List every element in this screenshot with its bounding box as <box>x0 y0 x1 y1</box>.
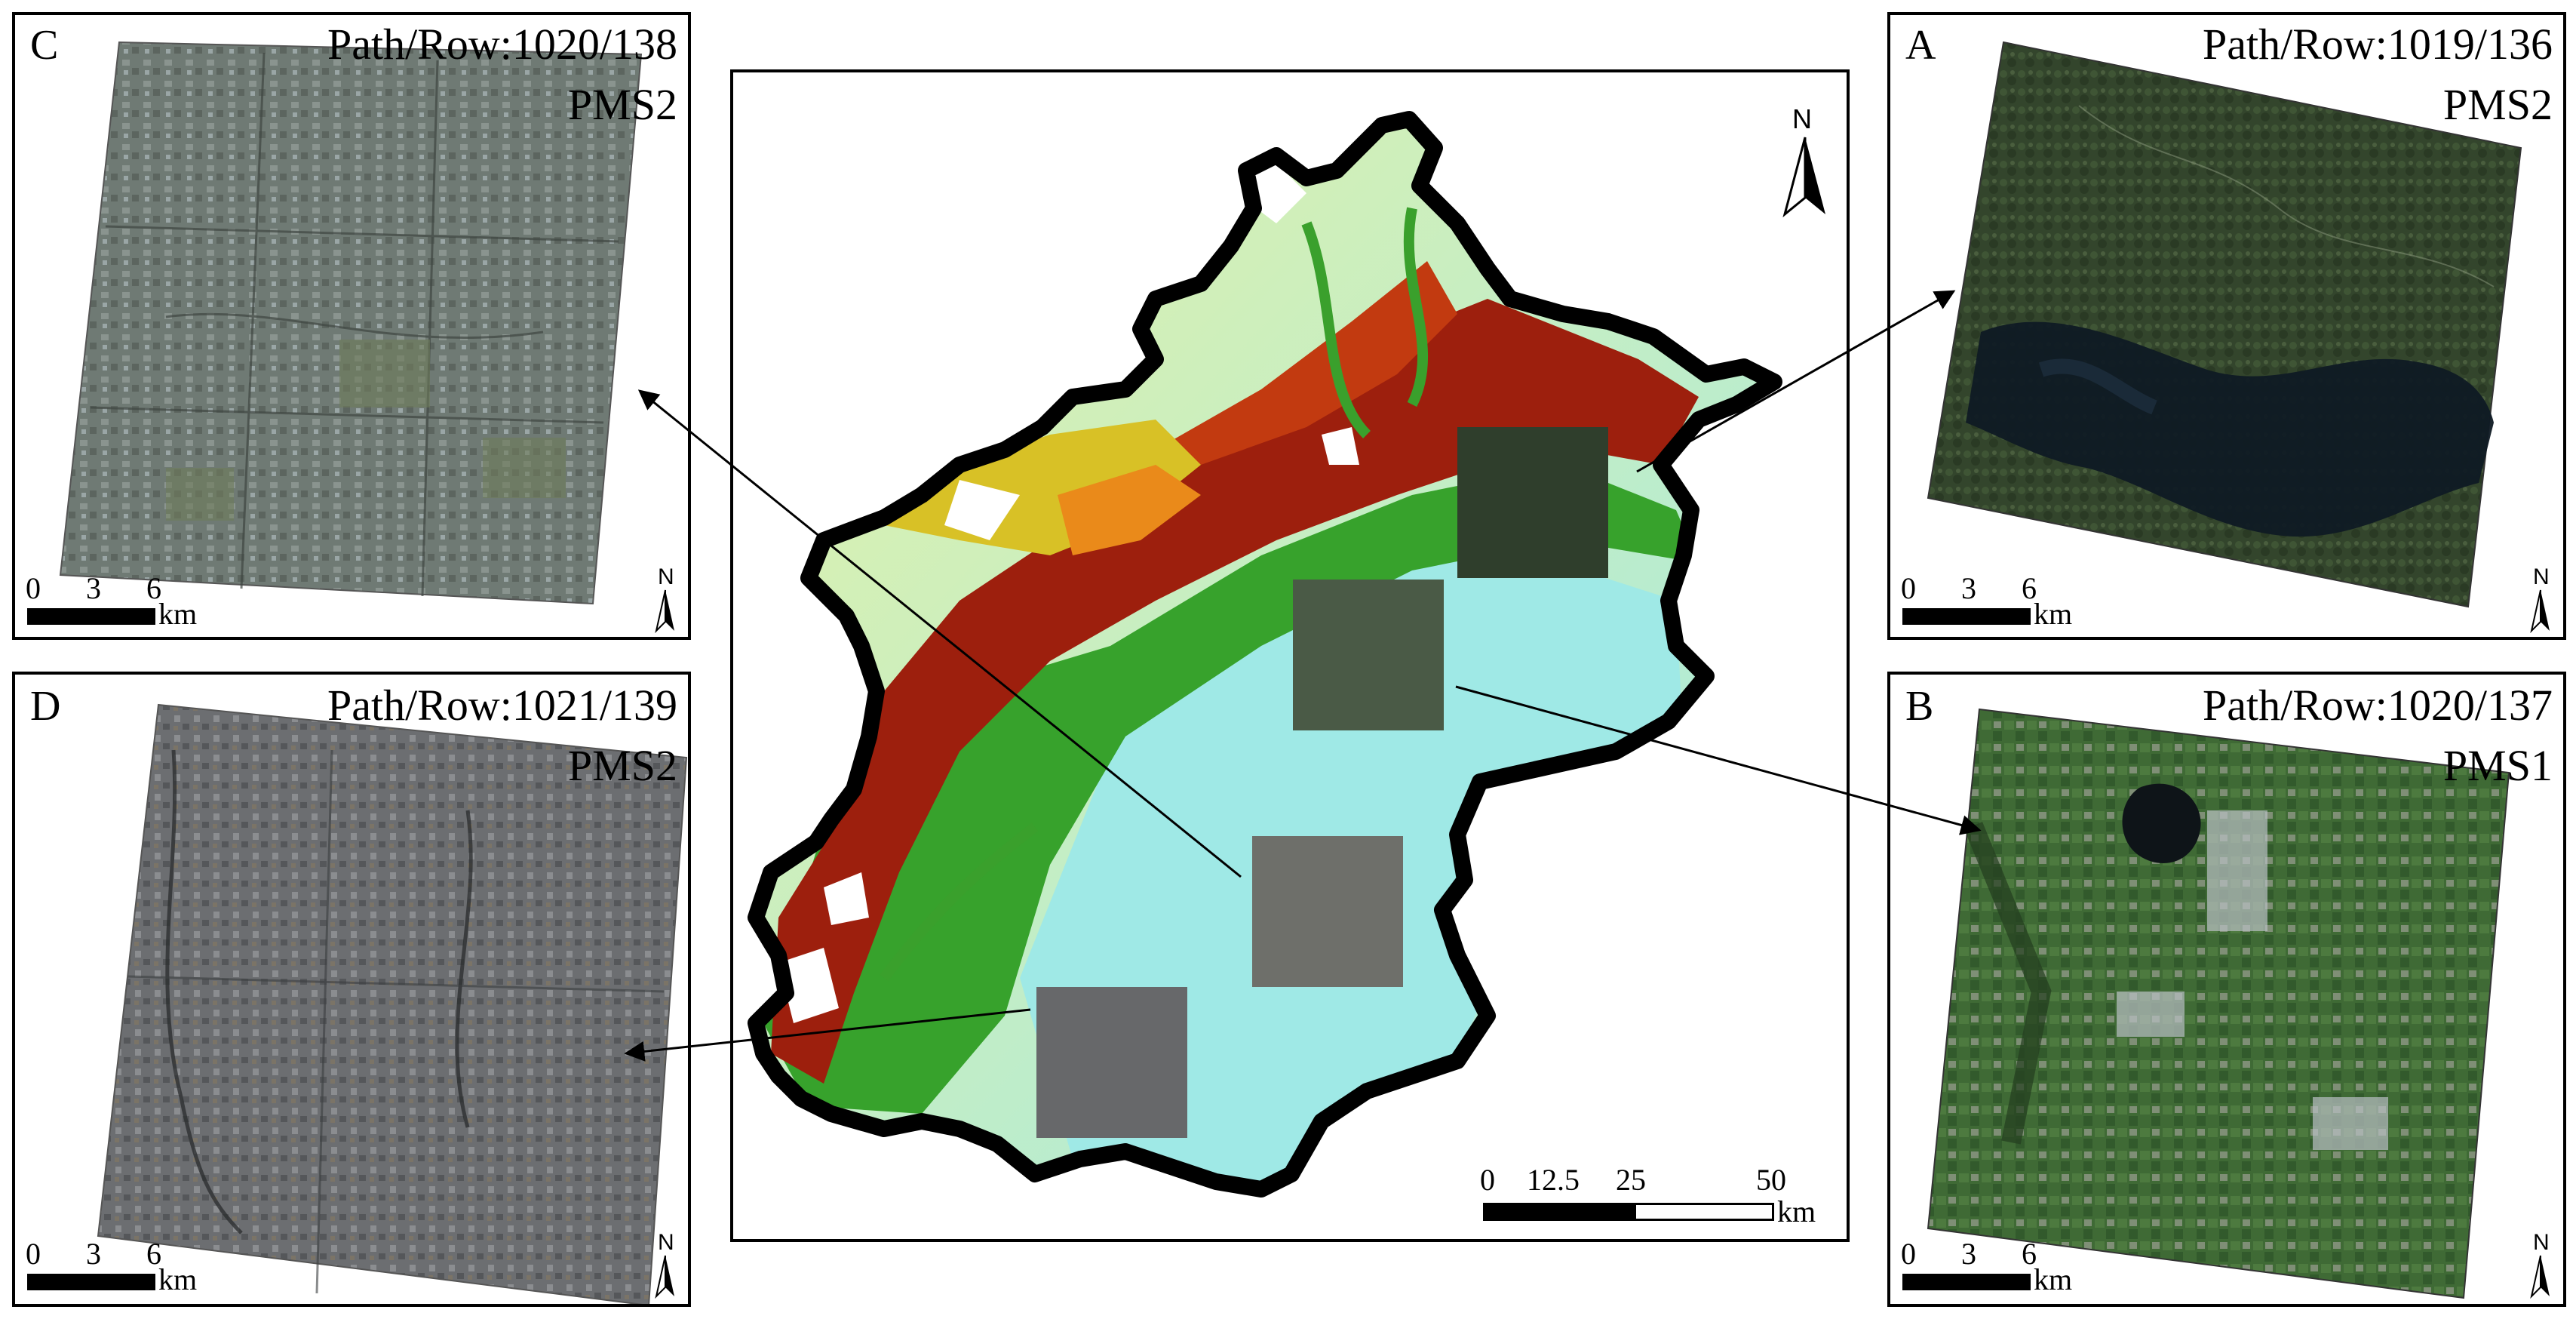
tile-b <box>1293 580 1444 730</box>
scale-bar-fill <box>27 608 155 625</box>
tile-c <box>1252 836 1403 987</box>
main-scale-bar: 0 12.5 25 50 km <box>1480 1159 1835 1227</box>
scale-bar-fill <box>27 1274 155 1290</box>
north-label: N <box>1792 103 1812 134</box>
panel-a: A Path/Row:1019/136 PMS2 0 3 6 km N <box>1887 12 2566 640</box>
tile-d <box>1036 987 1187 1138</box>
scale-tick: 3 <box>1961 1237 1976 1271</box>
scale-unit: km <box>2034 597 2073 631</box>
sensor-label: PMS2 <box>2442 80 2553 129</box>
path-row-label: Path/Row:1020/137 <box>2202 681 2553 730</box>
panel-letter: D <box>30 683 61 730</box>
north-arrow: N <box>650 566 680 634</box>
north-arrow: N <box>2525 566 2556 634</box>
panel-letter: B <box>1905 683 1934 730</box>
satellite-image-d <box>97 703 688 1304</box>
scale-tick: 6 <box>146 571 161 605</box>
scale-unit: km <box>158 597 198 631</box>
scale-bar: 0 3 6 km <box>26 566 237 634</box>
north-arrow-icon <box>655 1255 674 1299</box>
scale-tick: 0 <box>1901 571 1916 605</box>
sensor-label: PMS2 <box>567 80 677 129</box>
scale-bar: 0 3 6 km <box>1901 566 2112 634</box>
scale-bar: 0 3 6 km <box>1901 1231 2112 1299</box>
scale-bar-fill <box>1902 608 2031 625</box>
scale-tick: 0 <box>26 571 41 605</box>
panel-c: C Path/Row:1020/138 PMS2 0 3 6 km N <box>12 12 691 640</box>
north-arrow-icon <box>2530 589 2550 634</box>
north-label: N <box>658 564 674 589</box>
north-arrow: N <box>2525 1231 2556 1299</box>
scale-tick: 3 <box>1961 571 1976 605</box>
satellite-image-b <box>1927 708 2510 1299</box>
scale-bar-fill <box>1902 1274 2031 1290</box>
panel-d: D Path/Row:1021/139 PMS2 0 3 6 km N <box>12 672 691 1307</box>
scale-bar: 0 3 6 km <box>26 1231 237 1299</box>
north-label: N <box>2533 564 2550 589</box>
scale-tick: 6 <box>146 1237 161 1271</box>
scale-unit: km <box>1777 1194 1816 1228</box>
satellite-image-c <box>59 41 643 605</box>
scale-unit: km <box>158 1262 198 1296</box>
scale-tick: 50 <box>1756 1163 1786 1197</box>
path-row-label: Path/Row:1021/139 <box>327 681 677 730</box>
panel-letter: C <box>30 22 59 69</box>
scale-tick: 0 <box>26 1237 41 1271</box>
scale-unit: km <box>2034 1262 2073 1296</box>
panel-b: B Path/Row:1020/137 PMS1 0 3 6 km N <box>1887 672 2566 1307</box>
north-label: N <box>658 1230 674 1255</box>
north-arrow-icon <box>1782 137 1825 218</box>
main-elevation-map: N 0 12.5 25 50 km <box>730 69 1850 1242</box>
tile-a <box>1457 427 1608 578</box>
north-arrow-icon <box>655 589 674 634</box>
scale-tick: 12.5 <box>1527 1163 1580 1197</box>
path-row-label: Path/Row:1020/138 <box>327 20 677 69</box>
scale-tick: 3 <box>86 571 101 605</box>
scale-tick: 0 <box>1480 1163 1495 1197</box>
north-arrow-icon <box>2530 1255 2550 1299</box>
scale-tick: 3 <box>86 1237 101 1271</box>
north-arrow: N <box>650 1231 680 1299</box>
panel-letter: A <box>1905 22 1936 69</box>
sensor-label: PMS1 <box>2442 741 2553 790</box>
scale-bar-white <box>1634 1203 1774 1221</box>
main-north-arrow: N <box>1779 106 1831 219</box>
scale-tick: 6 <box>2022 1237 2037 1271</box>
scale-bar-black <box>1483 1203 1634 1221</box>
scale-tick: 25 <box>1616 1163 1646 1197</box>
sensor-label: PMS2 <box>567 741 677 790</box>
north-label: N <box>2533 1230 2550 1255</box>
scale-tick: 6 <box>2022 571 2037 605</box>
path-row-label: Path/Row:1019/136 <box>2202 20 2553 69</box>
scale-tick: 0 <box>1901 1237 1916 1271</box>
elevation-map-graphic <box>733 72 1847 1239</box>
satellite-image-a <box>1927 41 2522 608</box>
